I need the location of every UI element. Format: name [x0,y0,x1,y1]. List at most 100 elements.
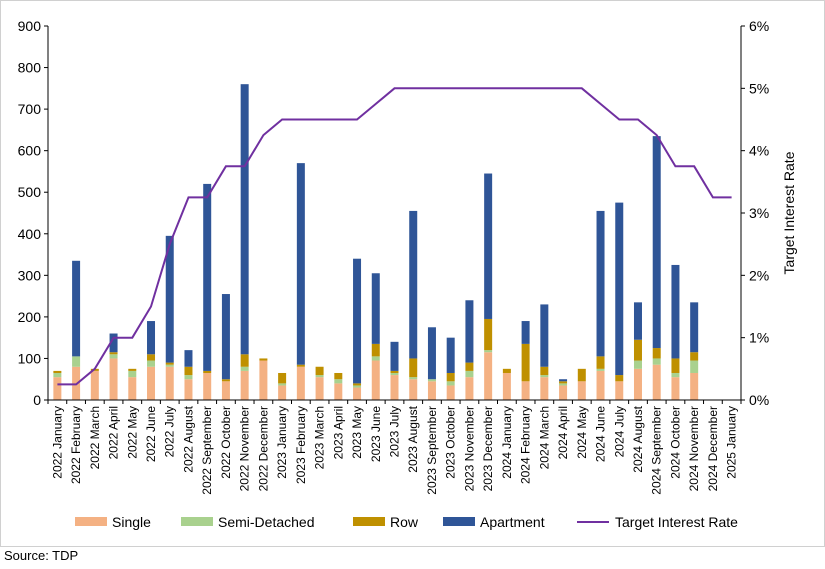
category-label-9: 2022 October [219,406,233,479]
bar-semi-detached-32 [652,358,661,365]
bar-semi-detached-12 [278,383,287,386]
category-label-18: 2023 July [388,406,402,457]
bar-apartment-16 [353,258,362,384]
left-tick-label-3: 300 [18,267,42,283]
bar-row-5 [147,354,156,361]
category-label-13: 2023 February [294,406,308,484]
bar-apartment-9 [221,294,230,380]
bar-semi-detached-22 [465,370,474,378]
bar-row-23 [484,318,493,351]
bar-row-8 [203,370,212,373]
category-label-31: 2024 August [631,405,645,472]
bar-row-11 [259,358,268,361]
bar-row-21 [446,372,455,382]
left-tick-label-4: 400 [18,226,42,242]
bar-single-8 [203,372,212,400]
category-label-12: 2023 January [275,406,289,479]
bar-row-30 [615,375,624,382]
category-label-17: 2023 June [369,406,383,462]
bar-single-12 [278,385,287,400]
category-label-34: 2024 November [687,406,701,491]
bar-single-9 [221,381,230,400]
chart-frame: 0 100 200 300 400 500 600 700 800 900 0% 1% 2% 3% 4% 5%… [0,0,825,547]
bar-single-32 [652,364,661,400]
right-axis-title: Target Interest Rate [781,151,797,274]
bar-single-33 [671,377,680,400]
bar-single-7 [184,379,193,400]
bar-single-3 [109,358,118,400]
category-label-28: 2024 May [575,406,589,459]
bar-single-34 [690,372,699,400]
bar-row-9 [221,379,230,382]
legend-label-row: Row [390,514,419,530]
bar-apartment-33 [671,264,680,359]
category-label-26: 2024 March [537,406,551,469]
bar-single-0 [53,377,62,400]
left-tick-label-1: 100 [18,350,42,366]
right-tick-label-0: 0% [749,392,769,408]
chart-svg: 0 100 200 300 400 500 600 700 800 900 0% 1% 2% 3% 4% 5%… [18,18,797,530]
left-tick-label-8: 800 [18,60,42,76]
bar-apartment-1 [72,260,81,357]
legend-label-target-interest-rate: Target Interest Rate [615,514,738,530]
left-tick-label-7: 700 [18,101,42,117]
bar-apartment-19 [409,210,418,359]
right-tick-label-1: 1% [749,330,769,346]
category-label-21: 2023 October [444,406,458,479]
bar-semi-detached-16 [353,385,362,388]
left-tick-label-9: 900 [18,18,42,34]
bar-semi-detached-29 [596,368,605,371]
bar-semi-detached-14 [315,375,324,378]
bar-single-28 [577,381,586,400]
category-label-3: 2022 April [107,406,121,459]
category-label-14: 2023 March [313,406,327,469]
bar-row-7 [184,366,193,376]
category-label-6: 2022 July [163,406,177,457]
category-label-27: 2024 April [556,406,570,459]
category-label-29: 2024 June [594,406,608,462]
bar-row-34 [690,352,699,361]
category-label-24: 2024 January [500,406,514,479]
bar-semi-detached-34 [690,360,699,373]
bar-apartment-10 [240,84,249,355]
bar-apartment-34 [690,302,699,353]
bar-row-15 [334,372,343,380]
legend-swatch-apartment [443,517,475,526]
bar-semi-detached-18 [390,372,399,376]
left-tick-label-5: 500 [18,184,42,200]
left-tick-label-0: 0 [33,392,41,408]
bar-semi-detached-15 [334,379,343,384]
bar-apartment-32 [652,136,661,349]
bar-apartment-3 [109,333,118,353]
category-label-0: 2022 January [50,406,64,479]
category-label-30: 2024 July [612,406,626,457]
bar-single-10 [240,370,249,400]
category-label-35: 2024 December [706,406,720,491]
bar-apartment-22 [465,300,474,363]
bar-single-17 [371,360,380,400]
category-label-25: 2024 February [519,406,533,484]
bar-row-33 [671,358,680,373]
category-label-11: 2022 December [256,406,270,491]
bar-row-14 [315,366,324,376]
bar-single-6 [165,366,174,400]
bar-row-12 [278,372,287,384]
bar-row-16 [353,383,362,386]
bar-single-5 [147,366,156,400]
bar-semi-detached-0 [53,372,62,378]
bar-single-15 [334,383,343,400]
bar-semi-detached-19 [409,377,418,380]
source-note: Source: TDP [4,548,79,563]
bar-single-23 [484,352,493,400]
bar-semi-detached-27 [559,383,568,386]
bar-semi-detached-1 [72,356,81,367]
bar-single-14 [315,377,324,400]
bar-row-25 [521,343,530,382]
category-label-20: 2023 September [425,406,439,495]
bar-row-10 [240,354,249,367]
bar-apartment-5 [147,321,156,355]
category-label-7: 2022 August [182,405,196,472]
category-label-36: 2025 January [725,406,739,479]
bar-row-31 [633,339,642,361]
bar-semi-detached-17 [371,356,380,361]
